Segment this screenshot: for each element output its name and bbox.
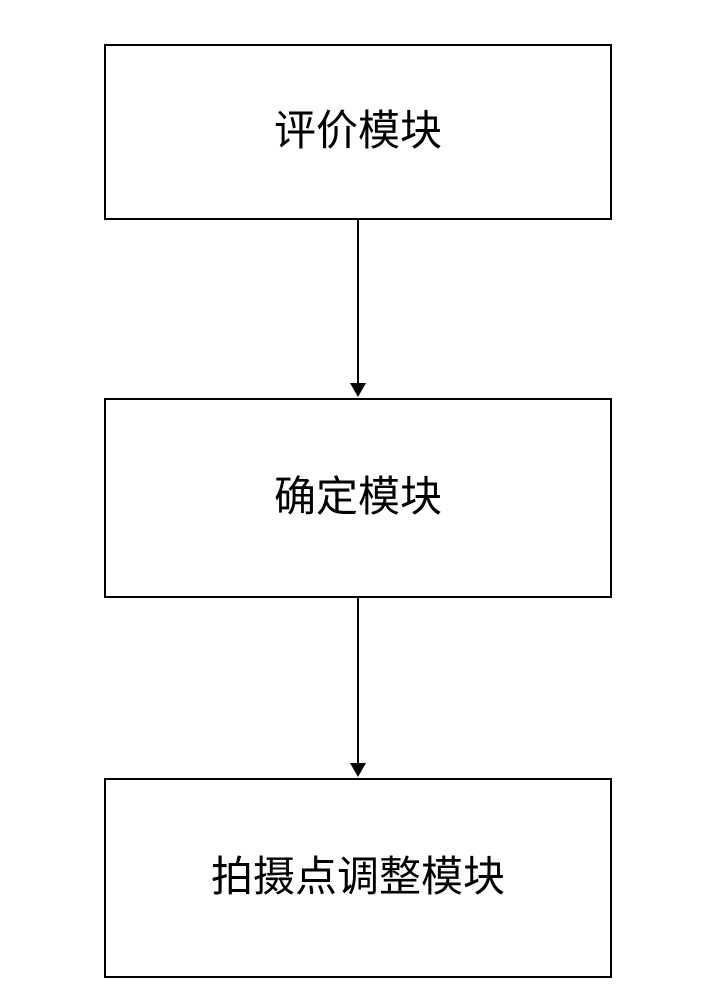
arrow-head-icon [350,763,366,777]
arrow-1 [350,220,366,397]
flowchart-container: 评价模块 确定模块 拍摄点调整模块 [0,0,718,1000]
node-label: 确定模块 [274,473,442,523]
arrow-line [357,598,359,764]
arrow-head-icon [350,383,366,397]
node-label: 评价模块 [274,107,442,157]
node-label: 拍摄点调整模块 [211,853,505,903]
arrow-2 [350,598,366,777]
node-shooting-point-adjust-module: 拍摄点调整模块 [104,778,612,978]
arrow-line [357,220,359,384]
node-determine-module: 确定模块 [104,398,612,598]
node-evaluation-module: 评价模块 [104,44,612,220]
